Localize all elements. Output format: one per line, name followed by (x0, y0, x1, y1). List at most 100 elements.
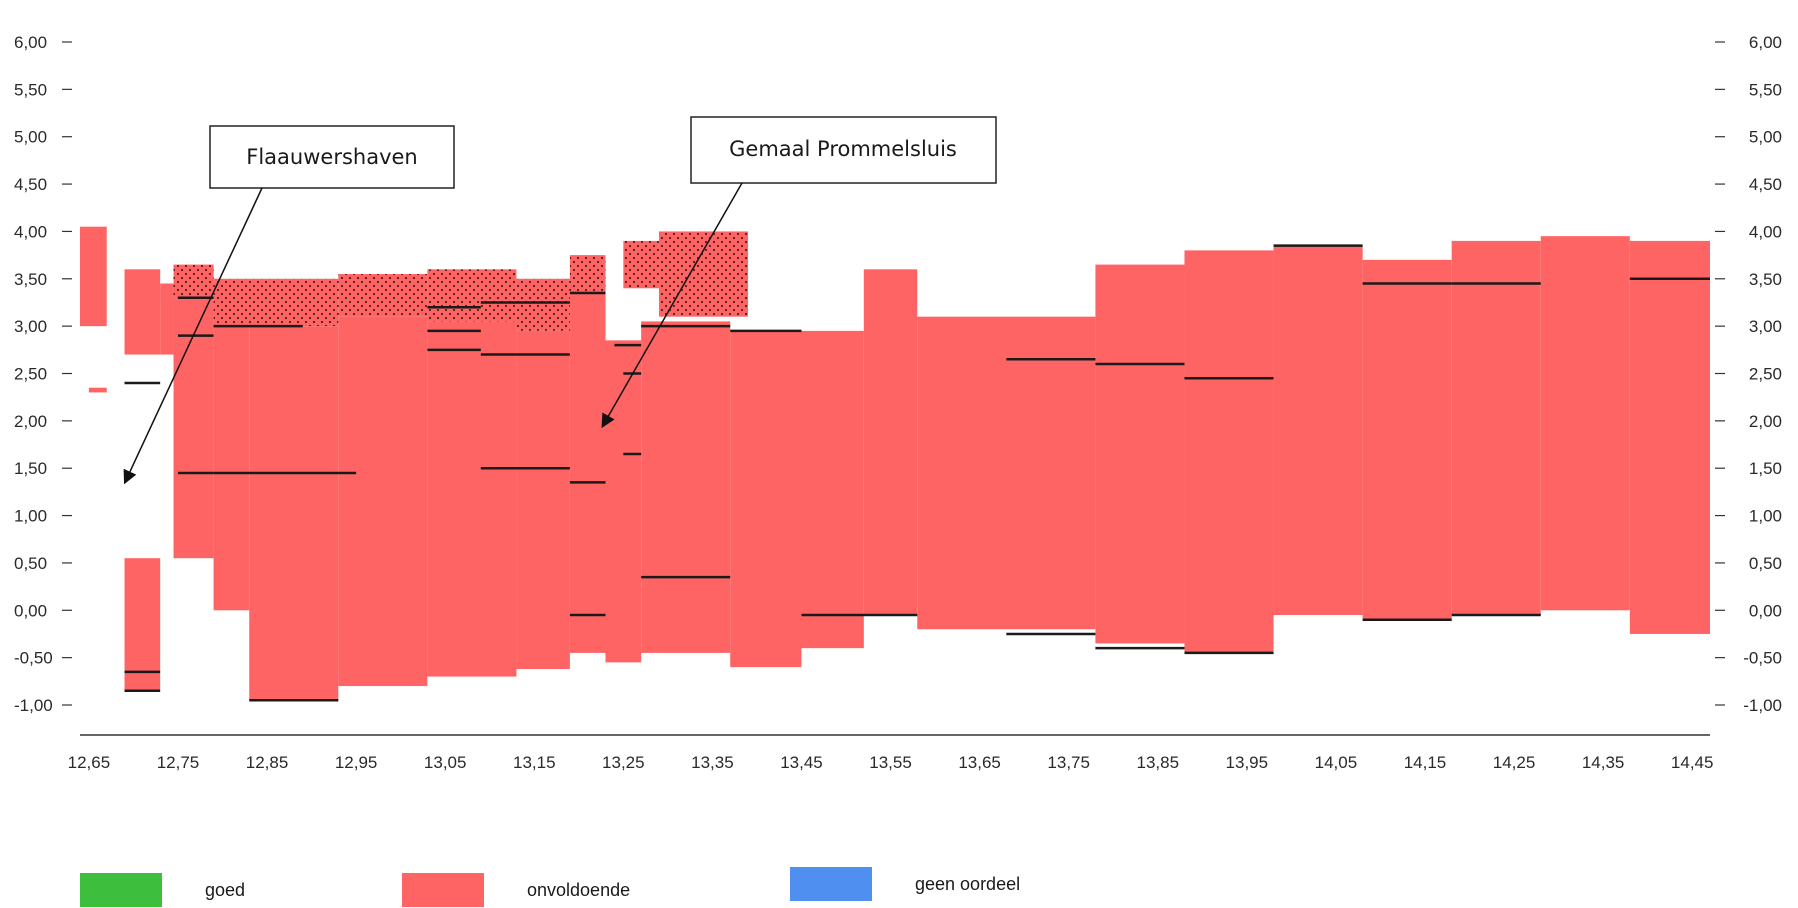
right-y-tick-label: 4,50 (1749, 175, 1782, 194)
band-bar (1540, 236, 1630, 611)
band-bar (338, 316, 428, 687)
x-tick-label: 12,75 (157, 753, 200, 772)
right-y-tick-label: 2,50 (1749, 365, 1782, 384)
x-tick-label: 13,25 (602, 753, 645, 772)
left-y-tick-label: 4,00 (14, 222, 47, 241)
x-tick-label: 12,65 (68, 753, 111, 772)
legend-item-goed: goed (80, 872, 245, 908)
band-bar (641, 321, 731, 653)
legend-label: geen oordeel (915, 873, 1021, 894)
right-y-tick-label: 1,50 (1749, 459, 1782, 478)
dotted-band (623, 240, 659, 289)
axes-layer: 12,65 12,75 12,85 12,95 13,05 13,15 13,25 13,35… (14, 33, 1782, 772)
x-tick-label: 14,25 (1493, 753, 1536, 772)
right-y-tick-label: -1,00 (1743, 696, 1782, 715)
legend-swatch (402, 873, 484, 907)
x-tick-label: 13,15 (513, 753, 556, 772)
right-y-tick-label: 5,50 (1749, 80, 1782, 99)
left-y-tick-label: -1,00 (14, 696, 53, 715)
callout-box (209, 125, 455, 189)
band-bar (1629, 240, 1710, 634)
band-bar (1451, 240, 1541, 616)
legend-swatch (80, 873, 162, 907)
right-y-tick-label: 1,00 (1749, 507, 1782, 526)
left-y-tick-label: 0,50 (14, 554, 47, 573)
band-bar (569, 292, 606, 653)
left-y-tick-label: -0,50 (14, 649, 53, 668)
callout-gemaal-prommelsluis: Gemaal Prommelsluis (601, 116, 997, 429)
left-y-tick-label: 1,50 (14, 459, 47, 478)
band-bar (863, 269, 918, 616)
right-y-tick-label: -0,50 (1743, 649, 1782, 668)
x-tick-label: 13,95 (1226, 753, 1269, 772)
level-lines-layer (124, 244, 1710, 702)
dotted-band (213, 278, 339, 327)
dotted-bands-layer (173, 231, 749, 331)
x-tick-label: 13,85 (1136, 753, 1179, 772)
dotted-band (338, 274, 428, 317)
x-tick-label: 13,75 (1047, 753, 1090, 772)
band-bar (213, 326, 250, 611)
left-y-tick-label: 4,50 (14, 175, 47, 194)
band-bar (160, 283, 174, 355)
callout-box (690, 116, 997, 184)
right-y-tick-label: 3,00 (1749, 317, 1782, 336)
left-y-tick-label: 3,50 (14, 270, 47, 289)
dotted-band (569, 255, 606, 293)
right-y-tick-label: 3,50 (1749, 270, 1782, 289)
band-bar (516, 330, 570, 670)
bands-layer (80, 226, 1710, 701)
left-y-tick-label: 2,50 (14, 365, 47, 384)
left-y-tick-label: 6,00 (14, 33, 47, 52)
right-y-tick-label: 0,50 (1749, 554, 1782, 573)
legend-label: goed (205, 879, 246, 900)
band-bar (1273, 245, 1363, 616)
x-tick-label: 13,45 (780, 753, 823, 772)
legend-item-geen-oordeel: geen oordeel (790, 866, 1020, 902)
dotted-band (173, 264, 214, 298)
band-bar (124, 269, 161, 355)
band-bar (801, 330, 864, 649)
callout-flaauwershaven: Flaauwershaven (123, 125, 455, 485)
callout-label: Gemaal Prommelsluis (729, 137, 957, 161)
right-y-tick-label: 4,00 (1749, 222, 1782, 241)
band-bar (917, 316, 1096, 630)
left-y-tick-label: 5,00 (14, 128, 47, 147)
band-bar (1184, 250, 1274, 653)
band-bar (80, 226, 107, 327)
left-y-tick-label: 0,00 (14, 601, 47, 620)
left-y-tick-label: 1,00 (14, 507, 47, 526)
band-bar (124, 558, 161, 691)
band-bar (605, 340, 642, 663)
legend-item-onvoldoende: onvoldoende (402, 872, 630, 908)
band-bar (88, 387, 107, 393)
x-tick-label: 14,45 (1671, 753, 1714, 772)
legend-label: onvoldoende (527, 879, 631, 900)
callout-arrow (123, 187, 263, 485)
chart: 12,65 12,75 12,85 12,95 13,05 13,15 13,25 13,35… (14, 33, 1782, 772)
callout-label: Flaauwershaven (246, 145, 417, 169)
right-y-tick-label: 6,00 (1749, 33, 1782, 52)
right-y-tick-label: 2,00 (1749, 412, 1782, 431)
dotted-band (516, 278, 570, 331)
left-y-tick-label: 5,50 (14, 80, 47, 99)
callout-arrow (601, 182, 743, 429)
band-bar (1362, 259, 1452, 620)
x-tick-label: 12,95 (335, 753, 378, 772)
x-tick-label: 14,35 (1582, 753, 1625, 772)
left-y-tick-label: 2,00 (14, 412, 47, 431)
band-bar (427, 321, 517, 677)
left-y-tick-label: 3,00 (14, 317, 47, 336)
band-bar (730, 330, 802, 668)
dotted-band (427, 269, 517, 322)
right-y-tick-label: 0,00 (1749, 601, 1782, 620)
right-y-tick-label: 5,00 (1749, 128, 1782, 147)
x-tick-label: 13,55 (869, 753, 912, 772)
x-tick-label: 13,05 (424, 753, 467, 772)
x-tick-label: 14,05 (1315, 753, 1358, 772)
x-tick-label: 14,15 (1404, 753, 1447, 772)
x-tick-label: 12,85 (246, 753, 289, 772)
x-tick-label: 13,65 (958, 753, 1001, 772)
band-bar (173, 297, 214, 559)
band-bar (249, 326, 339, 701)
